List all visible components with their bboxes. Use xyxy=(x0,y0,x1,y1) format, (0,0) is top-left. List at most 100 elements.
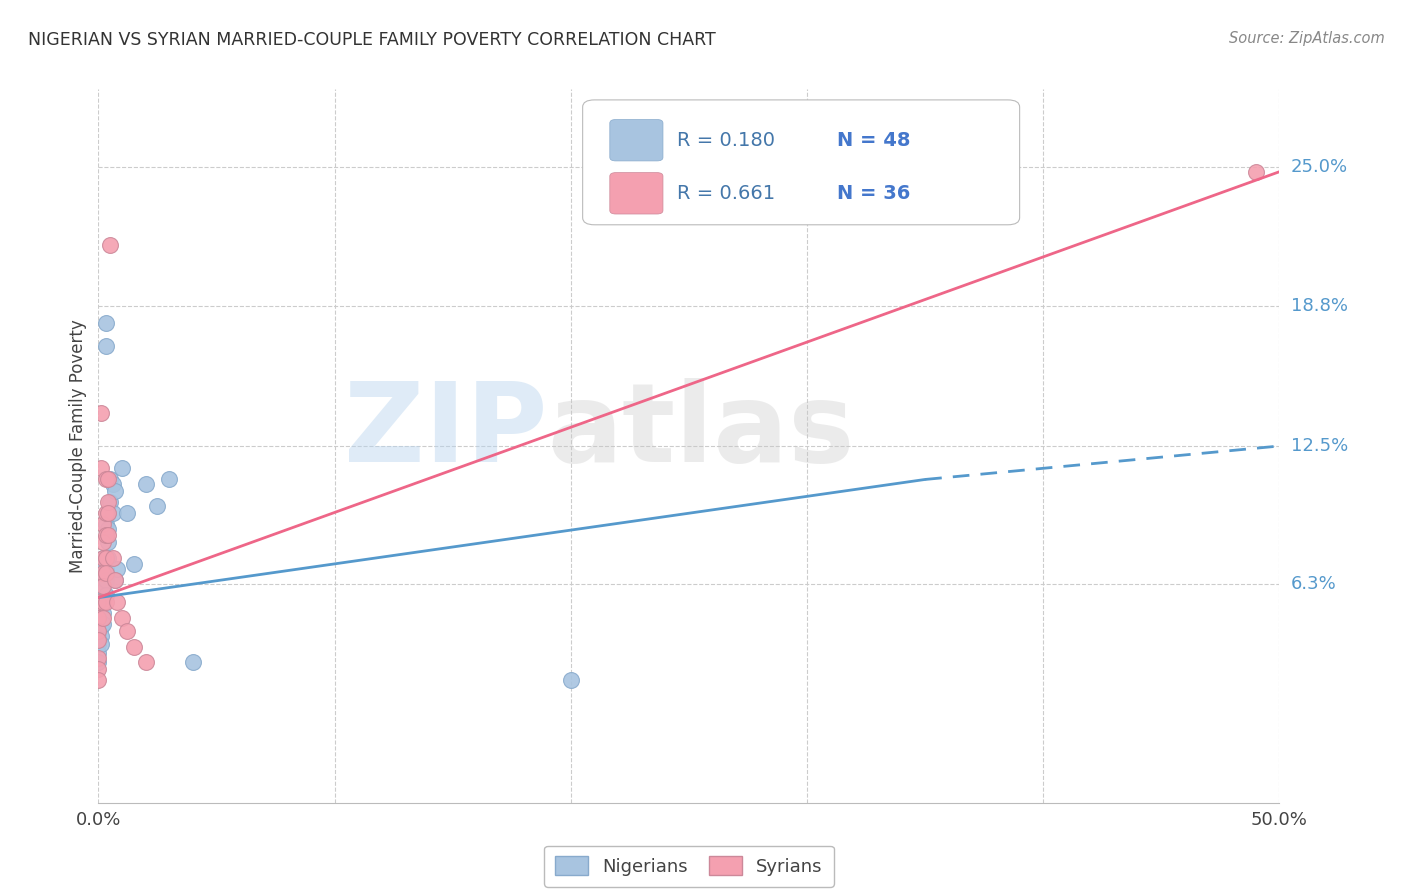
Text: N = 36: N = 36 xyxy=(837,184,910,202)
Point xyxy=(560,673,582,687)
Point xyxy=(87,655,110,669)
Point xyxy=(87,662,110,676)
Text: 12.5%: 12.5% xyxy=(1291,437,1348,455)
Point xyxy=(94,516,117,531)
Point xyxy=(101,506,124,520)
Text: 6.3%: 6.3% xyxy=(1291,575,1336,593)
Point xyxy=(111,461,134,475)
Point xyxy=(87,673,110,687)
Point xyxy=(146,499,169,513)
Point xyxy=(90,592,112,607)
Point xyxy=(91,550,114,565)
Point xyxy=(105,595,128,609)
FancyBboxPatch shape xyxy=(582,100,1019,225)
Point xyxy=(98,494,121,508)
Point xyxy=(97,550,120,565)
Point xyxy=(105,562,128,576)
Point xyxy=(94,338,117,352)
Point xyxy=(87,628,110,642)
Point xyxy=(94,550,117,565)
Text: R = 0.180: R = 0.180 xyxy=(678,131,775,150)
Point xyxy=(94,550,117,565)
FancyBboxPatch shape xyxy=(610,120,664,161)
Point xyxy=(98,238,121,252)
Y-axis label: Married-Couple Family Poverty: Married-Couple Family Poverty xyxy=(69,319,87,573)
Point xyxy=(90,461,112,475)
Point xyxy=(91,562,114,576)
Point xyxy=(90,583,112,598)
Point xyxy=(90,405,112,419)
Point xyxy=(91,583,114,598)
Point xyxy=(104,573,127,587)
Text: ZIP: ZIP xyxy=(344,378,547,485)
Point xyxy=(94,562,117,576)
Point xyxy=(91,566,114,580)
Point xyxy=(90,628,112,642)
Point xyxy=(181,655,204,669)
Point xyxy=(97,506,120,520)
Point xyxy=(104,483,127,498)
Point xyxy=(87,624,110,638)
Text: NIGERIAN VS SYRIAN MARRIED-COUPLE FAMILY POVERTY CORRELATION CHART: NIGERIAN VS SYRIAN MARRIED-COUPLE FAMILY… xyxy=(28,31,716,49)
Point xyxy=(91,607,114,621)
Text: N = 48: N = 48 xyxy=(837,131,910,150)
Point xyxy=(94,589,117,603)
Text: R = 0.661: R = 0.661 xyxy=(678,184,775,202)
Point xyxy=(157,472,180,486)
Text: Source: ZipAtlas.com: Source: ZipAtlas.com xyxy=(1229,31,1385,46)
Point xyxy=(97,521,120,535)
Point xyxy=(91,550,114,565)
Point xyxy=(87,637,110,651)
Point xyxy=(111,610,134,624)
Point xyxy=(90,601,112,615)
Point xyxy=(97,472,120,486)
Point xyxy=(97,534,120,549)
Point xyxy=(91,534,114,549)
Point xyxy=(122,557,145,571)
Point xyxy=(91,595,114,609)
Point xyxy=(87,610,110,624)
Point xyxy=(94,573,117,587)
Point xyxy=(115,624,138,638)
Point xyxy=(98,472,121,486)
Legend: Nigerians, Syrians: Nigerians, Syrians xyxy=(544,846,834,887)
Point xyxy=(87,633,110,648)
Point xyxy=(97,506,120,520)
Text: 18.8%: 18.8% xyxy=(1291,296,1347,315)
Point xyxy=(90,637,112,651)
Point xyxy=(115,506,138,520)
Point xyxy=(94,528,117,542)
Point xyxy=(122,640,145,654)
Point xyxy=(101,550,124,565)
Point xyxy=(91,580,114,594)
Point xyxy=(87,595,110,609)
Point xyxy=(1244,164,1267,178)
Point xyxy=(87,591,110,605)
Point xyxy=(97,528,120,542)
Point xyxy=(135,655,157,669)
Point xyxy=(94,506,117,520)
Point xyxy=(101,476,124,491)
Point xyxy=(87,651,110,665)
Point xyxy=(87,610,110,624)
Point xyxy=(94,566,117,580)
Point xyxy=(87,646,110,660)
Point xyxy=(94,316,117,330)
Point xyxy=(90,619,112,633)
Point xyxy=(94,472,117,486)
Point xyxy=(87,619,110,633)
Point xyxy=(104,573,127,587)
Point xyxy=(135,476,157,491)
Text: 25.0%: 25.0% xyxy=(1291,158,1348,177)
Point xyxy=(87,601,110,615)
Point xyxy=(91,595,114,609)
Point xyxy=(91,610,114,624)
Point xyxy=(91,617,114,632)
Point xyxy=(97,494,120,508)
Text: atlas: atlas xyxy=(547,378,855,485)
Point xyxy=(91,573,114,587)
Point xyxy=(90,610,112,624)
Point xyxy=(91,516,114,531)
FancyBboxPatch shape xyxy=(610,173,664,214)
Point xyxy=(94,595,117,609)
